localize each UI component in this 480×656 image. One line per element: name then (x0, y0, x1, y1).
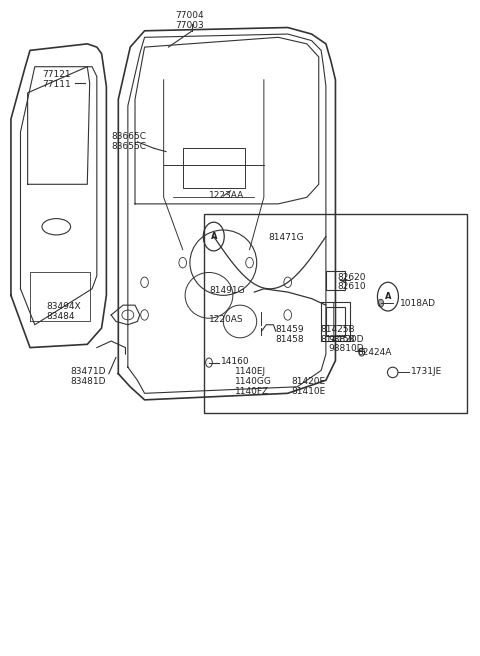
Text: A: A (384, 292, 391, 301)
Text: 1731JE: 1731JE (411, 367, 442, 377)
Text: 83484: 83484 (47, 312, 75, 321)
Text: 83494X: 83494X (47, 302, 81, 311)
Text: 82610: 82610 (338, 282, 366, 291)
Text: 1223AA: 1223AA (209, 191, 244, 200)
Text: 82620: 82620 (338, 272, 366, 281)
Text: 81425B: 81425B (320, 325, 355, 334)
Text: 77004: 77004 (176, 11, 204, 20)
Text: 81491G: 81491G (209, 285, 245, 295)
Text: 81415B: 81415B (320, 335, 355, 344)
Text: 82424A: 82424A (357, 348, 391, 357)
Bar (326, 307, 345, 337)
Bar (204, 214, 467, 413)
Text: 14160: 14160 (221, 358, 250, 367)
Text: 1140GG: 1140GG (235, 377, 272, 386)
Text: 98820D: 98820D (328, 335, 364, 344)
Text: 98810D: 98810D (328, 344, 364, 354)
Text: 81420E: 81420E (291, 377, 325, 386)
Text: 1140FZ: 1140FZ (235, 387, 269, 396)
Text: 83471D: 83471D (71, 367, 106, 377)
Bar (321, 302, 350, 341)
Bar (326, 270, 345, 290)
Text: 1220AS: 1220AS (209, 315, 244, 324)
Text: 1140EJ: 1140EJ (235, 367, 266, 377)
Text: 77003: 77003 (176, 21, 204, 30)
Text: 81410E: 81410E (291, 387, 326, 396)
Text: 83665C: 83665C (111, 132, 146, 141)
Text: 77111: 77111 (42, 80, 71, 89)
Text: 81471G: 81471G (269, 234, 304, 242)
Text: 83655C: 83655C (111, 142, 146, 151)
Text: 77121: 77121 (42, 70, 71, 79)
Bar (183, 148, 245, 188)
Text: 83481D: 83481D (71, 377, 106, 386)
Text: 81458: 81458 (276, 335, 304, 344)
Circle shape (378, 299, 384, 307)
Text: 81459: 81459 (276, 325, 304, 334)
Text: 1018AD: 1018AD (400, 298, 436, 308)
Text: A: A (211, 232, 217, 241)
